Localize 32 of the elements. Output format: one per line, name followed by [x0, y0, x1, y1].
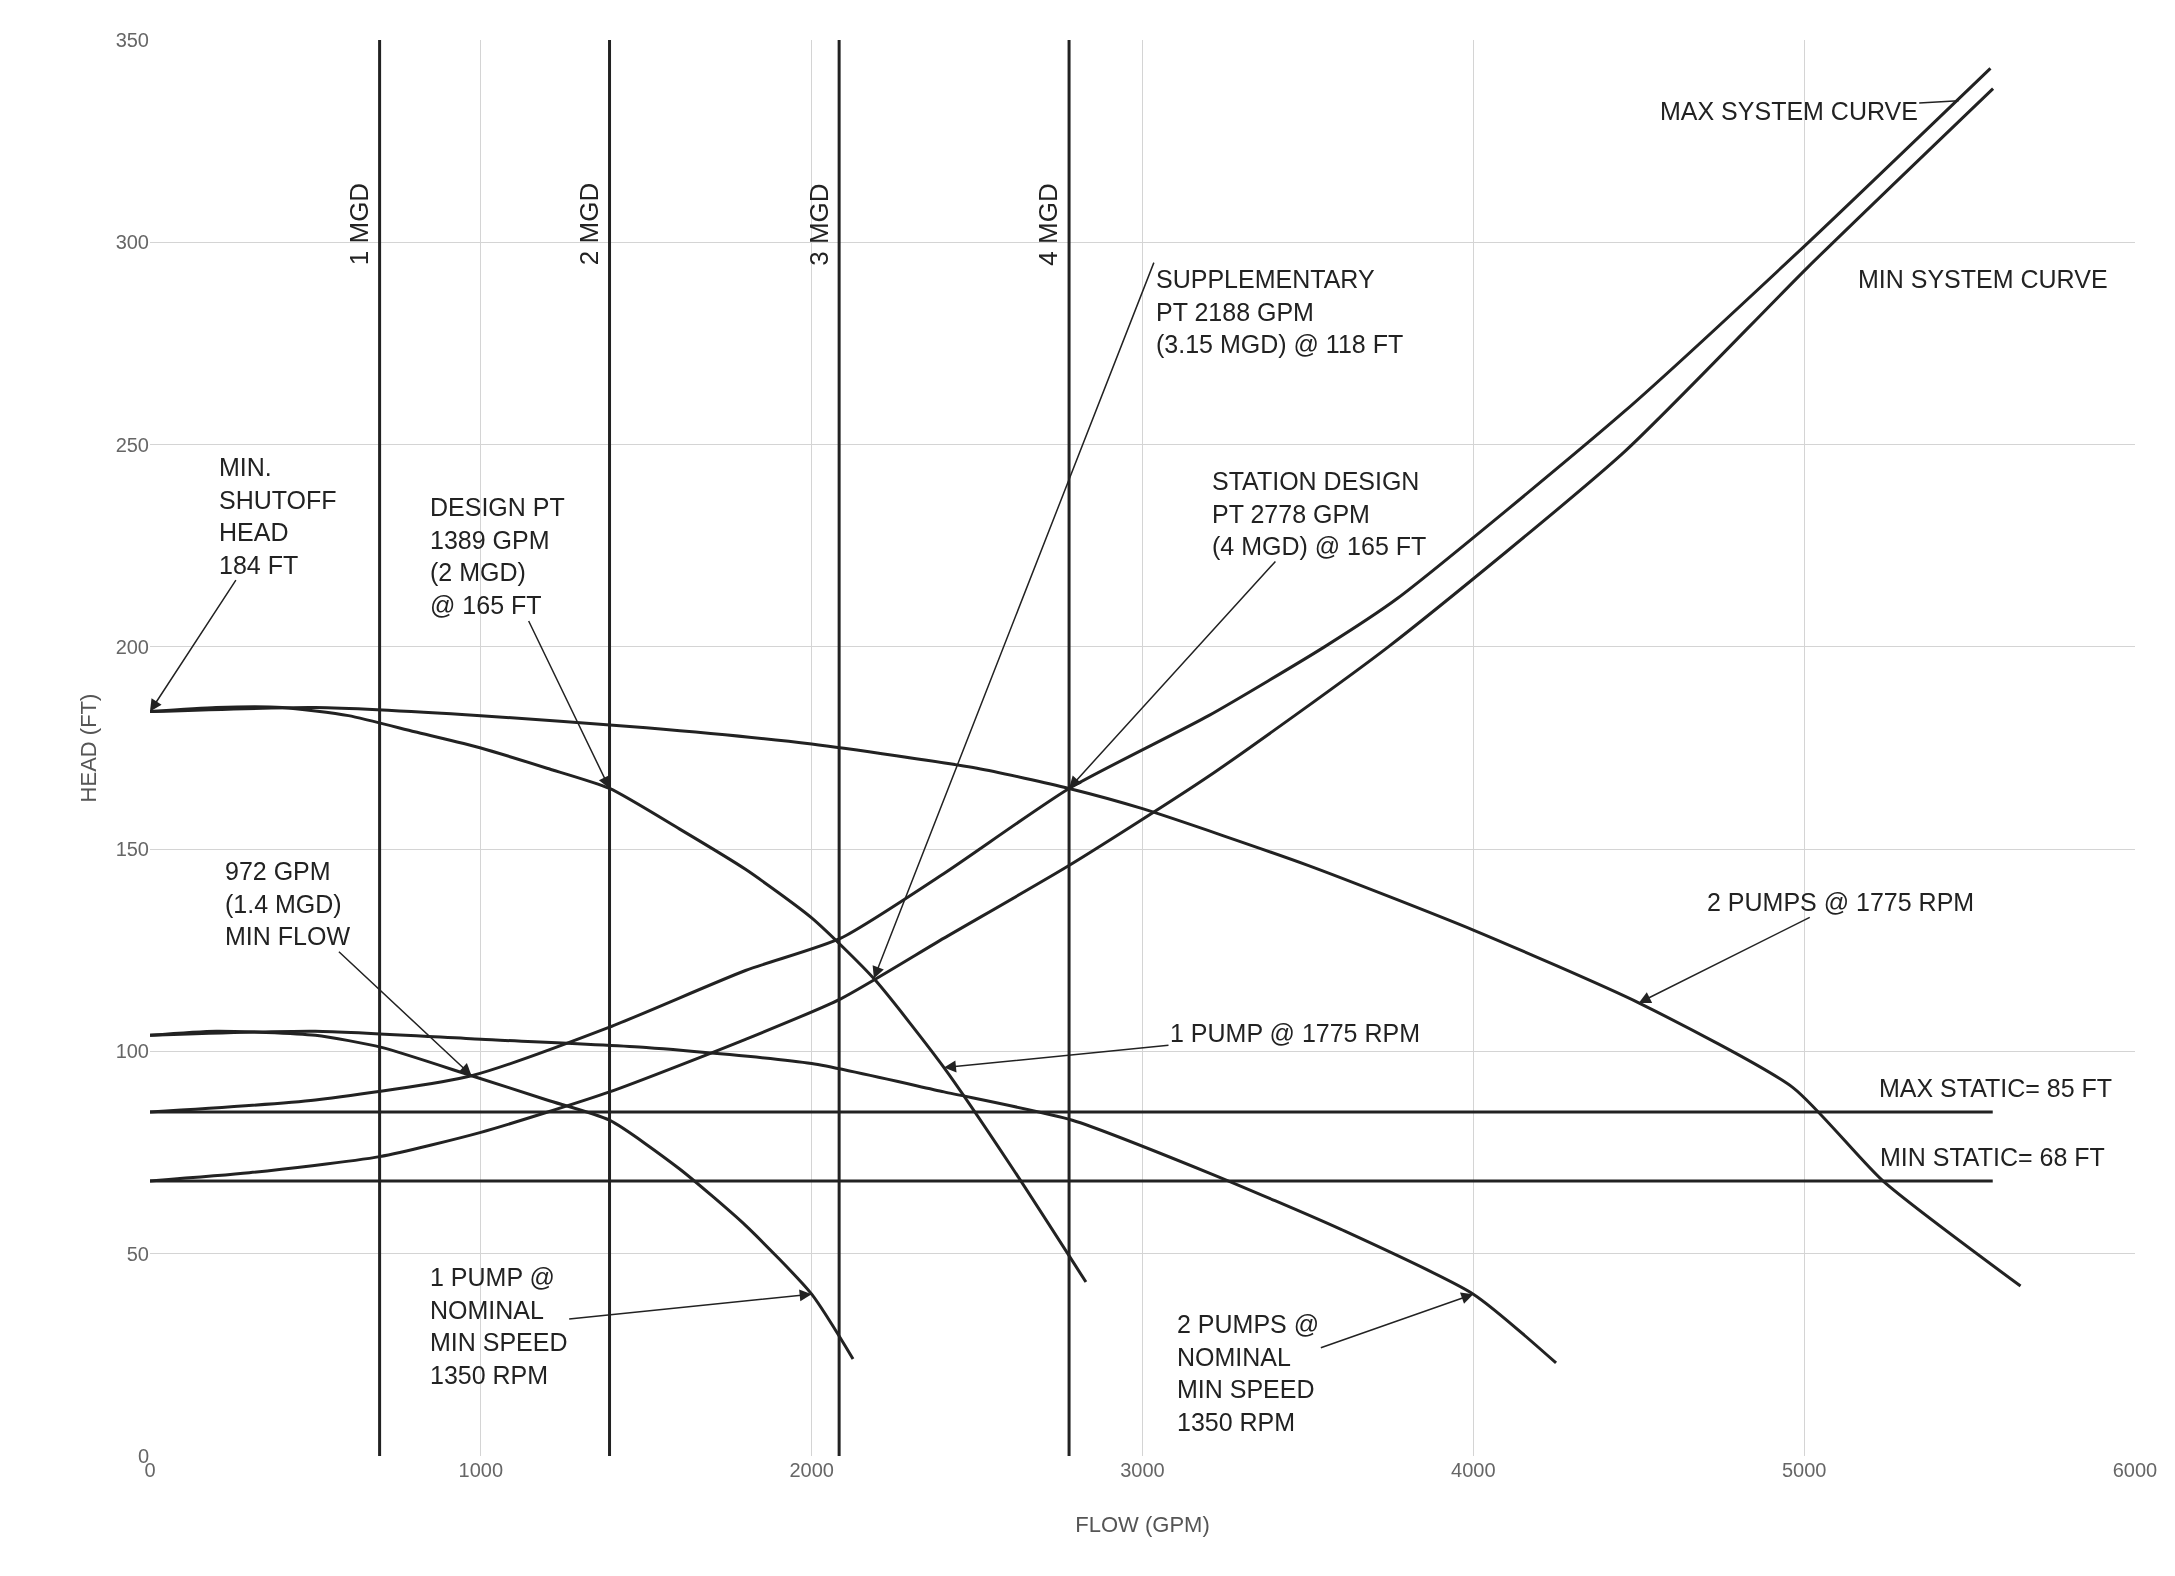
x-tick-label: 2000 [789, 1459, 834, 1481]
ref-line-label: 3 MGD [803, 183, 834, 266]
annotation: MIN SYSTEM CURVE [1858, 265, 2108, 293]
x-tick-label: 6000 [2112, 1459, 2158, 1481]
annotation: MIN. SHUTOFF HEAD 184 FT [219, 453, 337, 579]
annotation: MAX SYSTEM CURVE [1660, 97, 1918, 125]
x-axis-title: FLOW (GPM) [1075, 1512, 1210, 1537]
x-tick-label: 3000 [1120, 1459, 1165, 1481]
ref-line-label: 1 MGD [344, 182, 374, 266]
annotation: DESIGN PT 1389 GPM (2 MGD) @ 165 FT [430, 493, 565, 619]
annotation: 2 PUMPS @ NOMINAL MIN SPEED 1350 RPM [1177, 1310, 1320, 1436]
annotation: 972 GPM (1.4 MGD) MIN FLOW [225, 857, 351, 950]
y-tick-label: 300 [115, 231, 149, 254]
x-tick-label: 4000 [1451, 1459, 1496, 1481]
y-axis-title: HEAD (FT) [76, 693, 101, 803]
annotation: 2 PUMPS @ 1775 RPM [1707, 888, 1975, 916]
annotation: STATION DESIGN PT 2778 GPM (4 MGD) @ 165 FT [1212, 467, 1427, 560]
annotation: MIN STATIC= 68 FT [1880, 1143, 2105, 1171]
x-tick-label: 5000 [1781, 1459, 1827, 1481]
y-tick-label: 150 [115, 838, 149, 861]
ref-line-label: 2 MGD [573, 182, 604, 266]
annotation: 1 PUMP @ NOMINAL MIN SPEED 1350 RPM [430, 1263, 568, 1389]
annotation: SUPPLEMENTARY PT 2188 GPM (3.15 MGD) @ 118 FT [1156, 265, 1404, 358]
y-tick-label: 50 [126, 1242, 149, 1265]
x-tick-label: 1000 [458, 1459, 504, 1481]
y-tick-label: 200 [115, 635, 149, 658]
y-tick-label: 350 [115, 29, 149, 51]
ref-line-label: 4 MGD [1033, 183, 1064, 266]
annotation: 1 PUMP @ 1775 RPM [1170, 1019, 1421, 1047]
y-tick-label: 100 [115, 1040, 149, 1063]
annotation: MAX STATIC= 85 FT [1879, 1074, 2113, 1102]
y-tick-label: 250 [115, 433, 149, 456]
